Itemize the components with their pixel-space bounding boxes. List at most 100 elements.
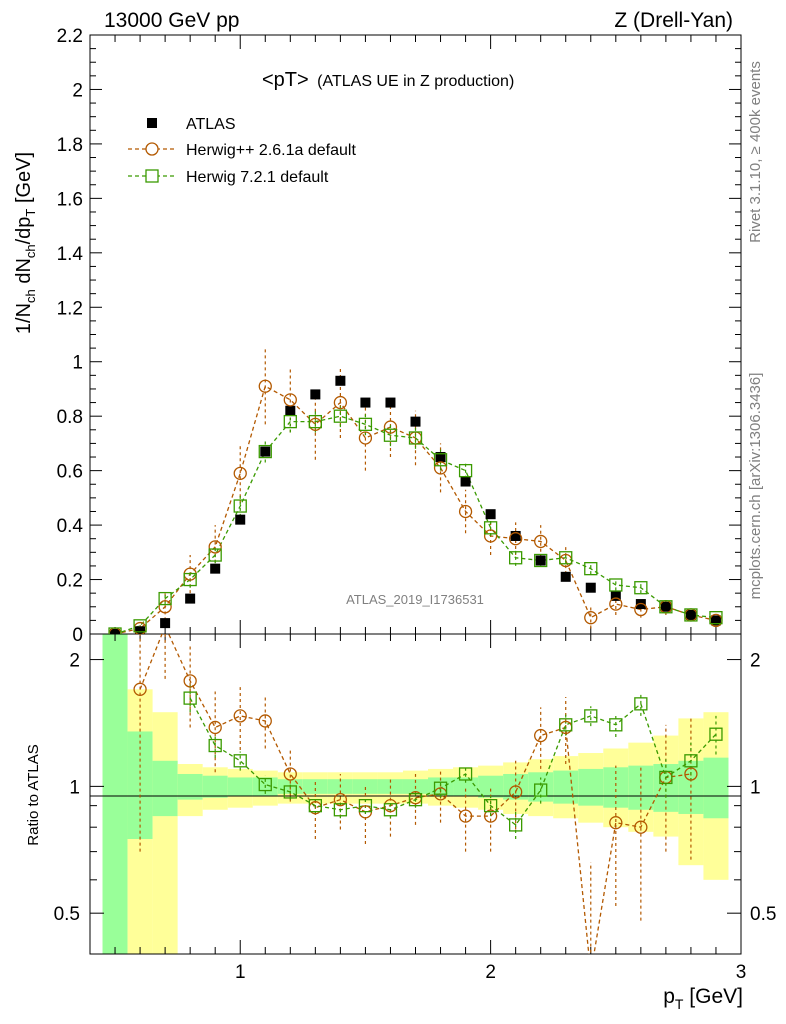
ratio-band-inner [478,775,504,798]
ratio-point-herwigpp [183,674,197,688]
main-point-atlas [410,416,421,427]
main-point-herwig7 [634,581,648,595]
ratio-x-tick-label: 1 [235,962,246,983]
main-point-atlas [285,405,296,416]
ratio-point-herwigpp [233,709,247,723]
main-point-atlas [560,571,571,582]
plot-title-subtitle: (ATLAS UE in Z production) [317,73,514,90]
main-point-atlas [460,476,471,487]
main-point-atlas [185,593,196,604]
main-point-atlas [510,530,521,541]
ratio-line-herwigpp [139,634,692,954]
plot-title-observable: <pT> [262,69,309,91]
main-point-herwig7 [333,409,348,423]
ratio-x-tick-label: 3 [736,962,747,983]
main-point-herwigpp [358,431,373,445]
ratio-point-herwig7 [208,738,222,753]
ratio-point-herwigpp [585,967,597,979]
ratio-band-outer [152,712,178,954]
main-point-herwigpp [208,540,222,554]
ratio-point-herwig7 [509,818,523,832]
ratio-point-herwigpp [609,816,623,830]
main-point-atlas [210,563,221,574]
main-point-atlas [385,397,396,408]
main-point-herwig7 [534,553,548,568]
axes-ticks: 0 0.2 0.4 0.6 0.8 1 1.2 1.4 1.6 1.8 2 2.2 1 2 3 0.5 0.5 1… [54,26,777,983]
ratio-point-herwig7 [283,785,297,799]
ratio-point-herwig7 [709,727,723,741]
legend: ATLAS Herwig++ 2.6.1a default Herwig 7.2… [128,116,356,186]
ratio-band-inner [603,767,629,808]
ratio-point-herwig7 [684,754,698,768]
main-point-herwig7 [208,548,222,562]
ratio-point-herwig7 [458,767,473,781]
main-point-herwigpp [433,461,448,475]
main-point-herwig7 [308,414,322,429]
main-y-tick-label: 0.4 [57,516,84,537]
ratio-band-inner [352,779,378,794]
main-y-tick-label: 1.4 [57,244,84,265]
ratio-point-herwig7 [233,754,247,768]
ratio-point-herwig7 [183,691,197,705]
ratio-band-inner [202,775,228,798]
ratio-point-herwigpp [333,792,348,807]
main-y-axis-label: 1/Nch dNch/dpT [GeV] [13,152,38,334]
main-point-herwigpp [584,611,598,625]
ratio-point-herwig7 [333,803,348,817]
main-y-tick-label: 2.2 [57,26,83,47]
ratio-point-herwig7 [308,798,322,813]
main-point-atlas [110,629,121,634]
main-point-atlas [660,601,671,612]
ratio-point-herwig7 [358,798,373,813]
ratio-y-tick-label-right: 1 [750,777,761,798]
legend-marker-atlas [147,118,157,128]
main-point-herwig7 [108,627,122,634]
main-point-atlas [435,452,446,463]
header-process-name: Z (Drell-Yan) [614,9,733,32]
ratio-point-herwig7 [634,697,648,711]
main-point-herwigpp [634,602,648,617]
x-axis-label: pT [GeV] [663,985,743,1012]
main-point-herwig7 [584,562,598,576]
main-point-herwig7 [133,619,147,633]
legend-marker-herwigpp [145,142,159,156]
main-point-atlas [335,375,346,386]
ratio-point-herwigpp [684,767,698,781]
ratio-point-herwigpp [509,785,523,799]
main-point-atlas [610,590,621,601]
main-y-tick-label: 1.2 [57,298,83,319]
main-point-atlas [360,397,371,408]
main-point-herwigpp [609,597,623,611]
main-point-herwigpp [458,504,473,519]
ratio-point-herwig7 [433,781,448,795]
ratio-point-herwigpp [208,720,222,735]
ratio-point-herwig7 [408,792,423,807]
ratio-x-tick-label: 2 [485,962,496,983]
ratio-point-herwig7 [534,783,548,797]
main-point-herwigpp [534,534,548,549]
main-point-herwig7 [408,431,423,445]
ratio-band-inner [152,760,178,817]
main-point-atlas [535,555,546,566]
ratio-series-group [133,634,723,979]
main-point-herwigpp [158,600,172,614]
main-point-herwig7 [509,551,523,565]
main-point-herwigpp [258,379,272,393]
main-series-group [108,348,723,634]
ratio-y-tick-label: 1 [69,777,80,798]
ratio-band-inner [453,777,479,796]
main-point-herwig7 [183,572,197,587]
main-point-herwigpp [509,532,523,546]
main-y-tick-label: 2 [72,80,83,101]
main-point-atlas [585,582,596,593]
ratio-point-herwig7 [609,718,623,732]
ratio-point-herwig7 [258,777,272,792]
main-point-herwig7 [659,600,673,614]
main-point-herwigpp [333,395,348,410]
main-point-herwig7 [258,444,272,459]
ratio-band-inner [578,768,604,806]
main-point-herwig7 [283,414,297,429]
main-point-herwig7 [684,608,698,622]
ratio-line-herwig7 [189,697,717,826]
main-point-atlas [135,626,146,634]
